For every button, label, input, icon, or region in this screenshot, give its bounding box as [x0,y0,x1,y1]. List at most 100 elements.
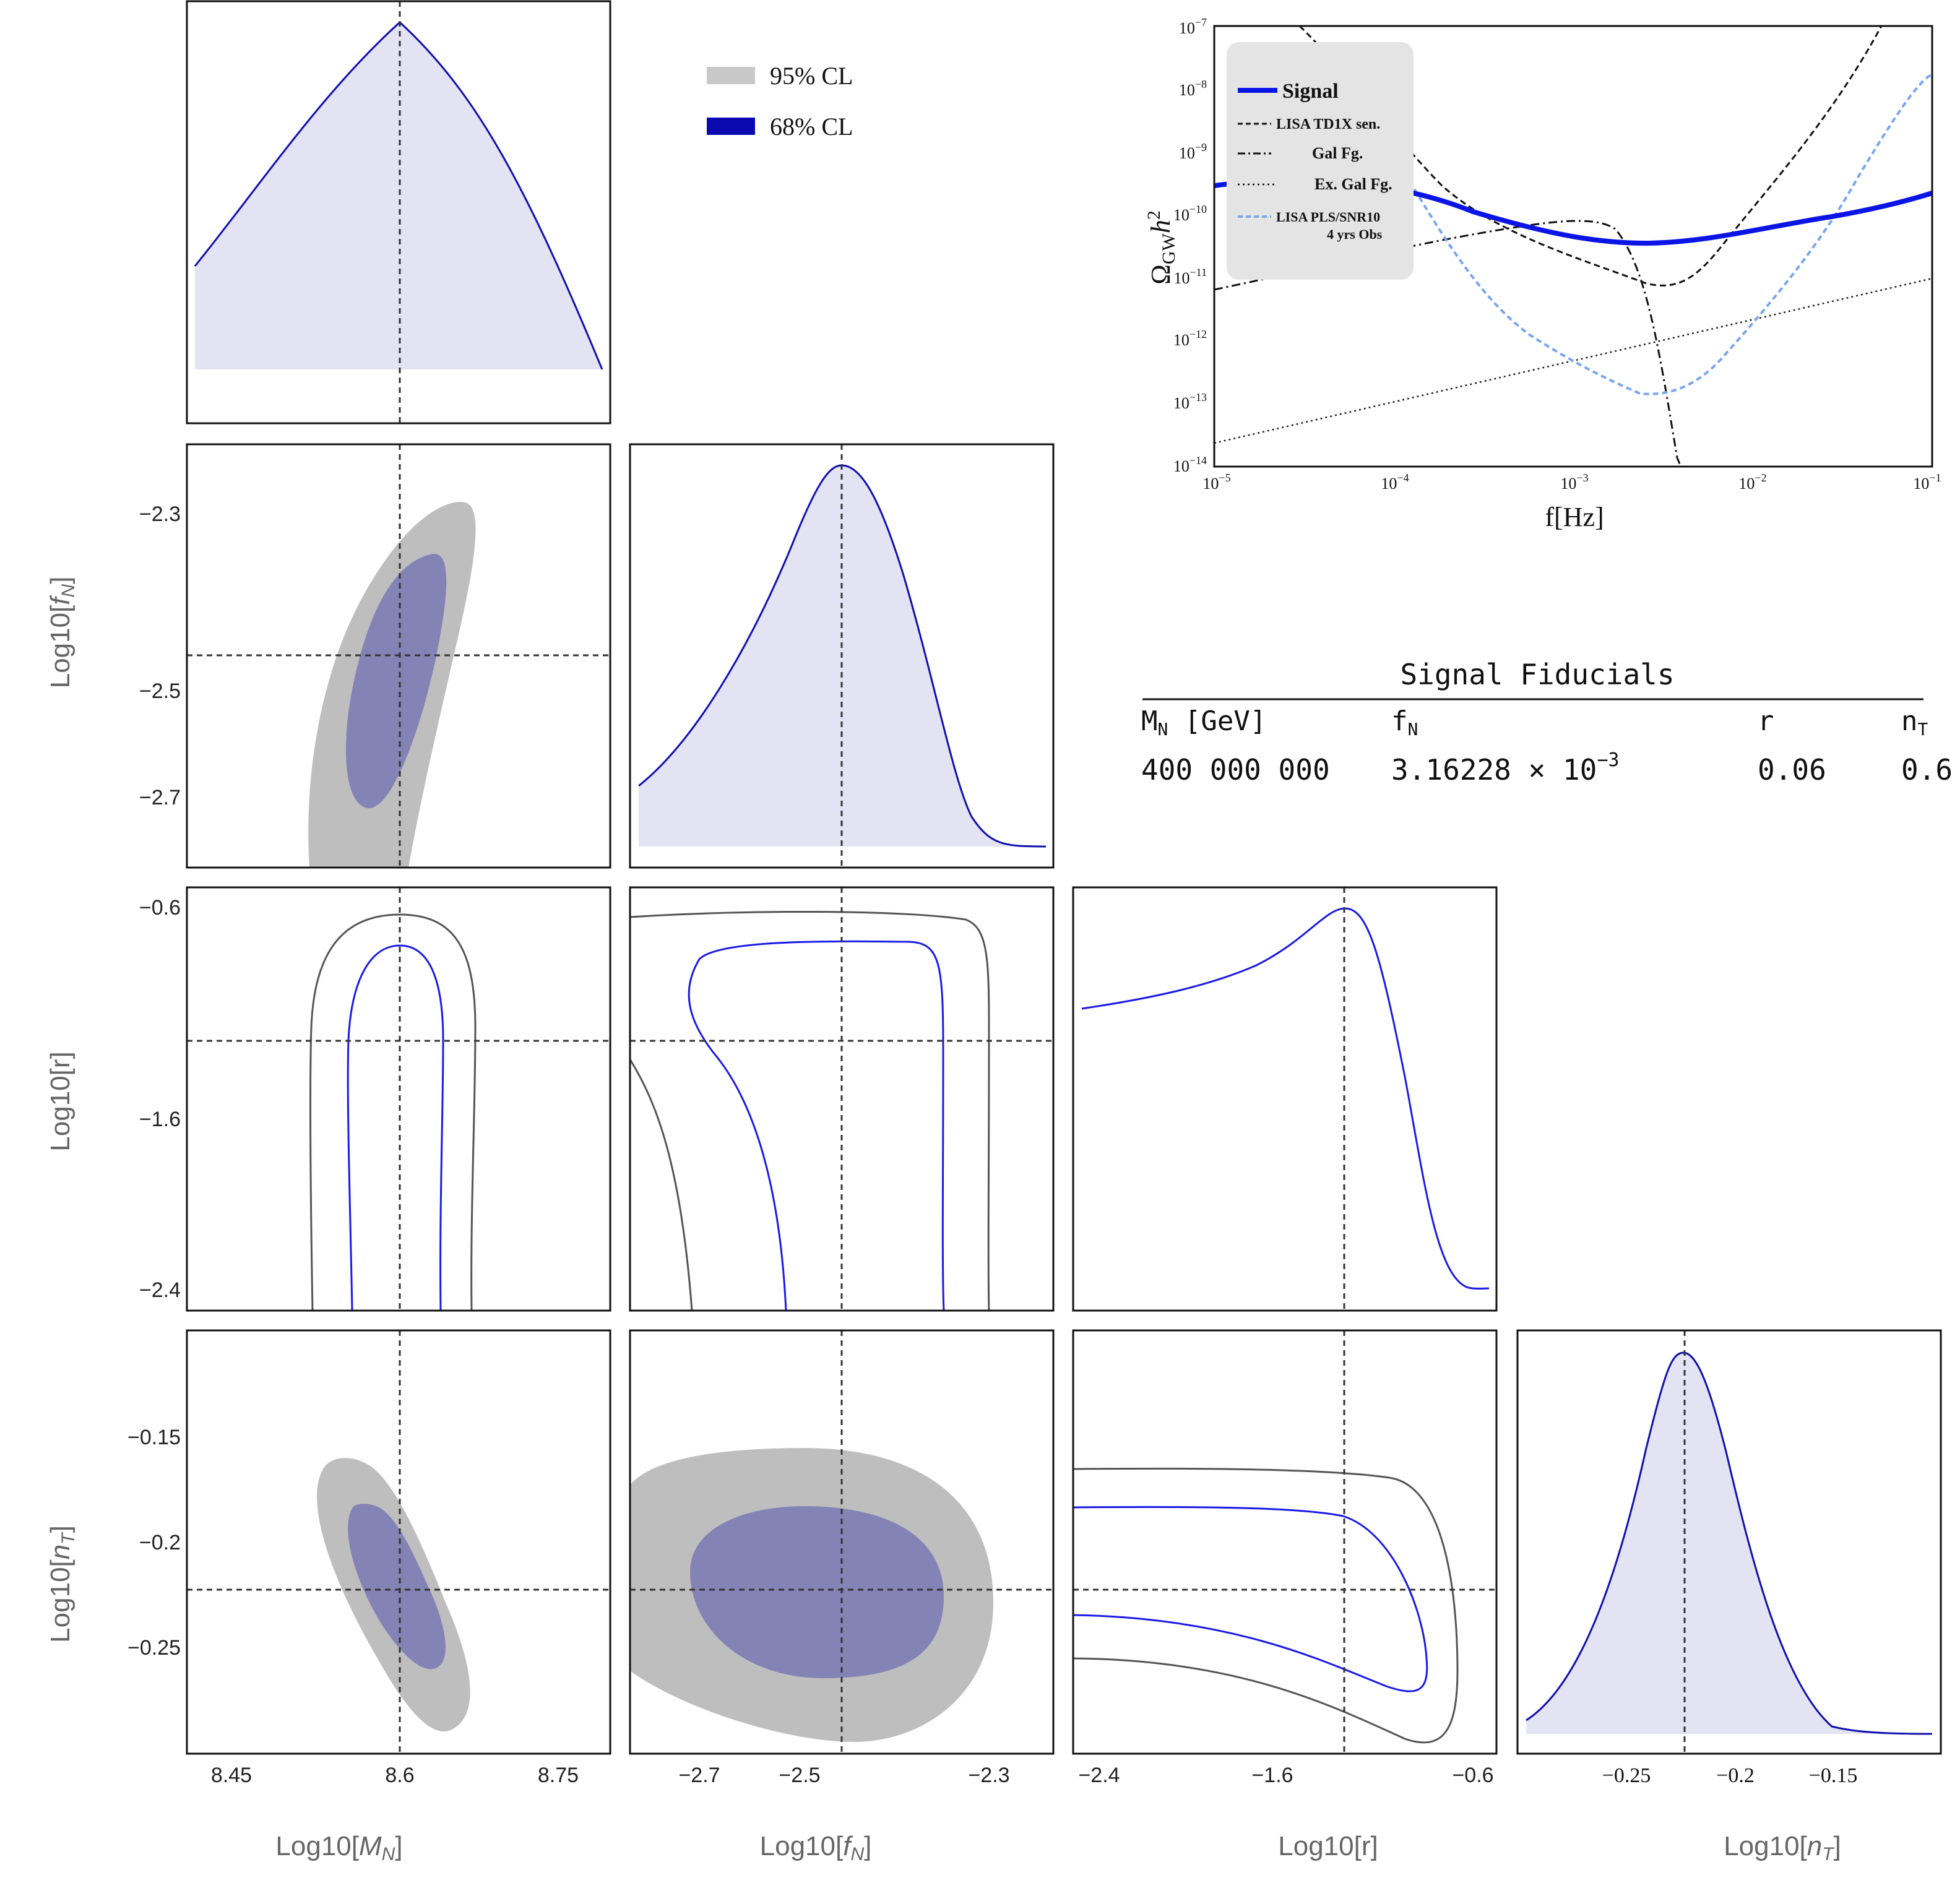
x-axis-title-mn: Log10[MN] [275,1831,402,1864]
panel-frame [1516,1329,1942,1755]
gw-y-tick: 10−11 [1174,266,1207,287]
header-nt: nT [1901,705,1928,739]
nt-posterior-curve [1526,1351,1933,1735]
nt-y-tick: −0.15 [127,1426,181,1449]
nt-x-tick: −0.2 [1716,1764,1755,1787]
mn-posterior-fill [195,22,602,369]
y-axis-title-r: Log10[r] [45,1051,76,1151]
legend-swatch-95 [707,67,755,84]
tick-labels: −2.3 −2.5 −2.7 −0.6 −1.6 −2.4 −0.15 −0.2… [127,502,1857,1787]
panel-frame [629,1329,1055,1755]
r-posterior-curve [1081,907,1490,1290]
lisa-pls-line [1404,73,1932,395]
gw-y-ticks: 10−7 10−8 10−9 10−10 10−11 10−12 10−13 1… [1173,16,1207,475]
r-x-tick: −1.6 [1251,1764,1293,1787]
fn-x-tick: −2.3 [968,1764,1009,1787]
panel-1d-mn [186,0,611,424]
x-axis-title-r: Log10[r] [1278,1831,1378,1861]
panel-mn-r [186,886,611,1312]
header-mass: MN [GeV] [1141,705,1266,739]
legend-td1x-label: LISA TD1X sen. [1276,116,1380,132]
gw-y-tick: 10−8 [1179,78,1207,99]
gw-spectrum-plot: 10−7 10−8 10−9 10−10 10−11 10−12 10−13 1… [1144,16,1941,532]
panel-1d-nt [1516,1329,1942,1755]
mn-x-tick: 8.6 [385,1764,414,1787]
cl68-region [345,553,447,809]
legend-exgal-label: Ex. Gal Fg. [1315,175,1392,193]
y-axis-title-fn: Log10[fN] [45,577,79,689]
mn-x-tick: 8.75 [538,1764,579,1787]
panel-frame [629,443,1055,869]
r-y-tick: −2.4 [139,1278,181,1302]
gw-x-ticks: 10−5 10−4 10−3 10−2 10−1 [1202,472,1941,493]
value-nt: 0.6 [1901,753,1953,786]
nt-y-tick: −0.25 [127,1636,181,1660]
value-mass: 400 000 000 [1141,753,1330,786]
y-axis-title-nt: Log10[nT] [45,1525,79,1643]
nt-x-tick: −0.25 [1602,1764,1651,1787]
header-r: r [1758,705,1774,737]
lisa-td1x-line [1298,26,1883,287]
gw-y-tick: 10−7 [1179,16,1207,37]
panel-frame [186,886,611,1312]
cl68-contour [688,940,945,1311]
gw-y-tick: 10−9 [1179,141,1207,162]
r-y-tick: −0.6 [139,896,181,920]
panel-frame [1072,1329,1498,1755]
header-fn: fN [1391,705,1418,739]
fn-x-tick: −2.5 [779,1764,820,1787]
legend-swatch-68 [707,118,755,135]
x-axis-title-nt: Log10[nT] [1724,1831,1841,1864]
nt-x-tick: −0.15 [1809,1764,1858,1787]
gw-x-tick: 10−1 [1913,472,1941,493]
panel-fn-r [629,886,1055,1312]
mn-x-tick: 8.45 [211,1764,252,1787]
gw-x-tick: 10−3 [1560,472,1588,493]
gw-y-tick: 10−13 [1173,391,1207,412]
legend-signal-label: Signal [1282,80,1339,103]
panel-mn-nt [186,1329,611,1755]
panel-1d-r [1072,886,1498,1312]
fn-y-tick: −2.7 [139,786,181,809]
panel-frame [629,886,1055,1312]
legend-pls-label: LISA PLS/SNR10 [1276,209,1380,225]
legend-galfg-label: Gal Fg. [1312,144,1363,162]
gw-y-tick: 10−10 [1173,203,1207,224]
legend-label-68: 68% CL [770,113,853,140]
gw-x-tick: 10−5 [1202,472,1230,493]
panel-frame [1072,886,1498,1312]
gw-legend-box [1227,42,1414,280]
nt-posterior-fill [1526,1353,1932,1734]
gw-legend: Signal LISA TD1X sen. Gal Fg. Ex. Gal Fg… [1227,42,1414,280]
gw-x-tick: 10−2 [1738,472,1766,493]
panel-fn-nt [629,1329,1055,1755]
axis-titles: Log10[MN] Log10[fN] Log10[r] Log10[nT] L… [45,577,1841,1864]
gw-plot-frame [1213,25,1933,468]
fiducials-table: Signal Fiducials MN [GeV] fN r nT 400 00… [1141,658,1953,786]
gw-x-tick: 10−4 [1381,472,1409,493]
r-x-tick: −2.4 [1078,1764,1120,1787]
panel-mn-fn [186,443,611,869]
fiducials-title: Signal Fiducials [1400,658,1674,691]
legend-pls-label2: 4 yrs Obs [1327,226,1383,242]
panel-frame [186,443,611,869]
nt-y-tick: −0.2 [139,1531,181,1554]
cl68-region [690,1506,944,1678]
panel-frame [186,1329,611,1755]
fn-y-tick: −2.3 [139,502,181,526]
x-axis-title-fn: Log10[fN] [760,1831,872,1864]
gw-y-tick: 10−14 [1173,454,1207,475]
panel-frame [186,0,611,424]
value-r: 0.06 [1758,753,1826,786]
fn-y-tick: −2.5 [139,679,181,703]
cl-legend: 95% CL 68% CL [707,62,853,140]
cl95-contour-lower [630,1059,693,1311]
panel-r-nt [1072,1329,1498,1755]
fn-x-tick: −2.7 [678,1764,720,1787]
gw-xlabel: f[Hz] [1545,502,1604,532]
cl68-contour [347,944,444,1311]
cl95-contour [309,913,477,1311]
fn-posterior-curve [638,464,1047,848]
gw-y-tick: 10−12 [1173,328,1207,349]
